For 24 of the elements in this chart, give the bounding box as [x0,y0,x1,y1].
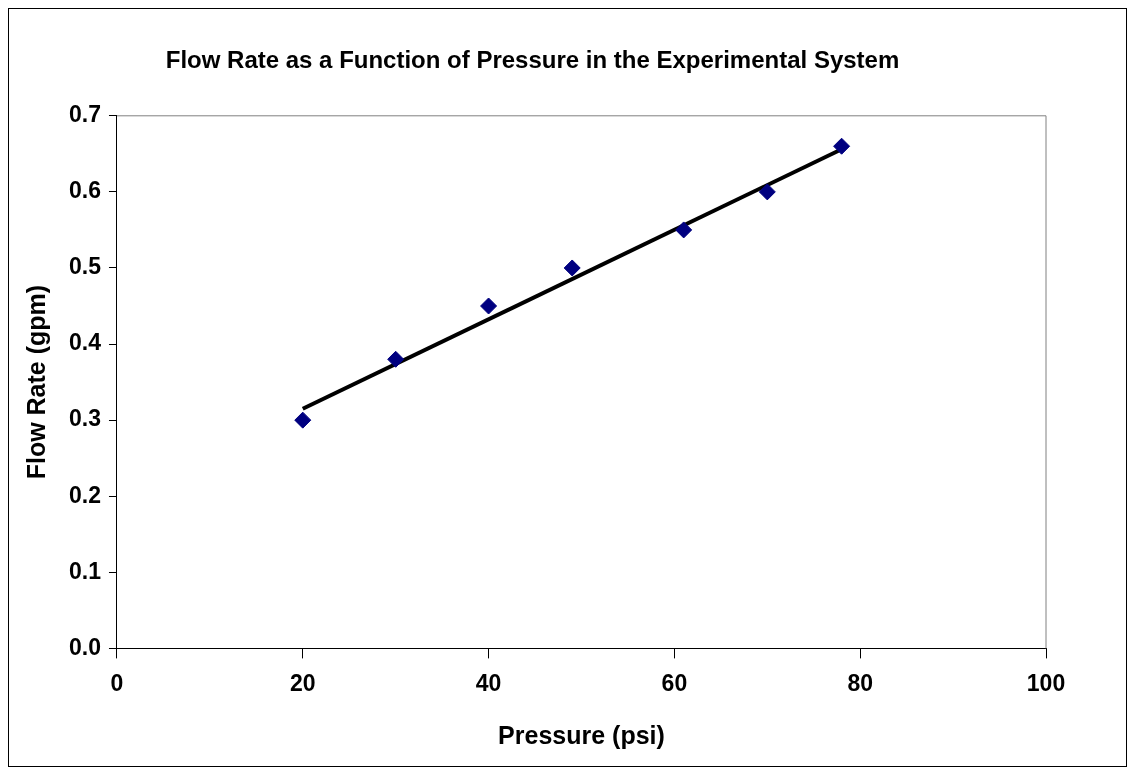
x-tick-label: 80 [847,669,873,696]
point [563,259,581,277]
y-tick-label: 0.0 [68,633,101,660]
point [833,137,851,155]
y-tick-label: 0.1 [68,557,102,584]
point [758,183,776,201]
y-tick-label: 0.4 [68,329,102,356]
point [480,297,498,315]
x-tick-label: 0 [110,669,124,696]
point [387,350,405,368]
x-tick-label: 60 [661,669,688,696]
y-tick-label: 0.5 [68,253,102,280]
x-tick-label: 20 [289,669,316,696]
chart-title: Flow Rate as a Function of Pressure in the Experimental System [165,46,900,74]
x-axis-title: Pressure (psi) [498,720,665,749]
x-tick-label: 100 [1026,669,1066,696]
x-tick-label: 40 [475,669,502,696]
point [675,221,693,239]
y-tick-label: 0.3 [68,405,101,432]
point [294,411,312,429]
y-tick-label: 0.6 [68,177,101,204]
y-axis-title: Flow Rate (gpm) [21,284,50,480]
y-tick-label: 0.7 [68,101,101,128]
y-tick-label: 0.2 [68,481,101,508]
